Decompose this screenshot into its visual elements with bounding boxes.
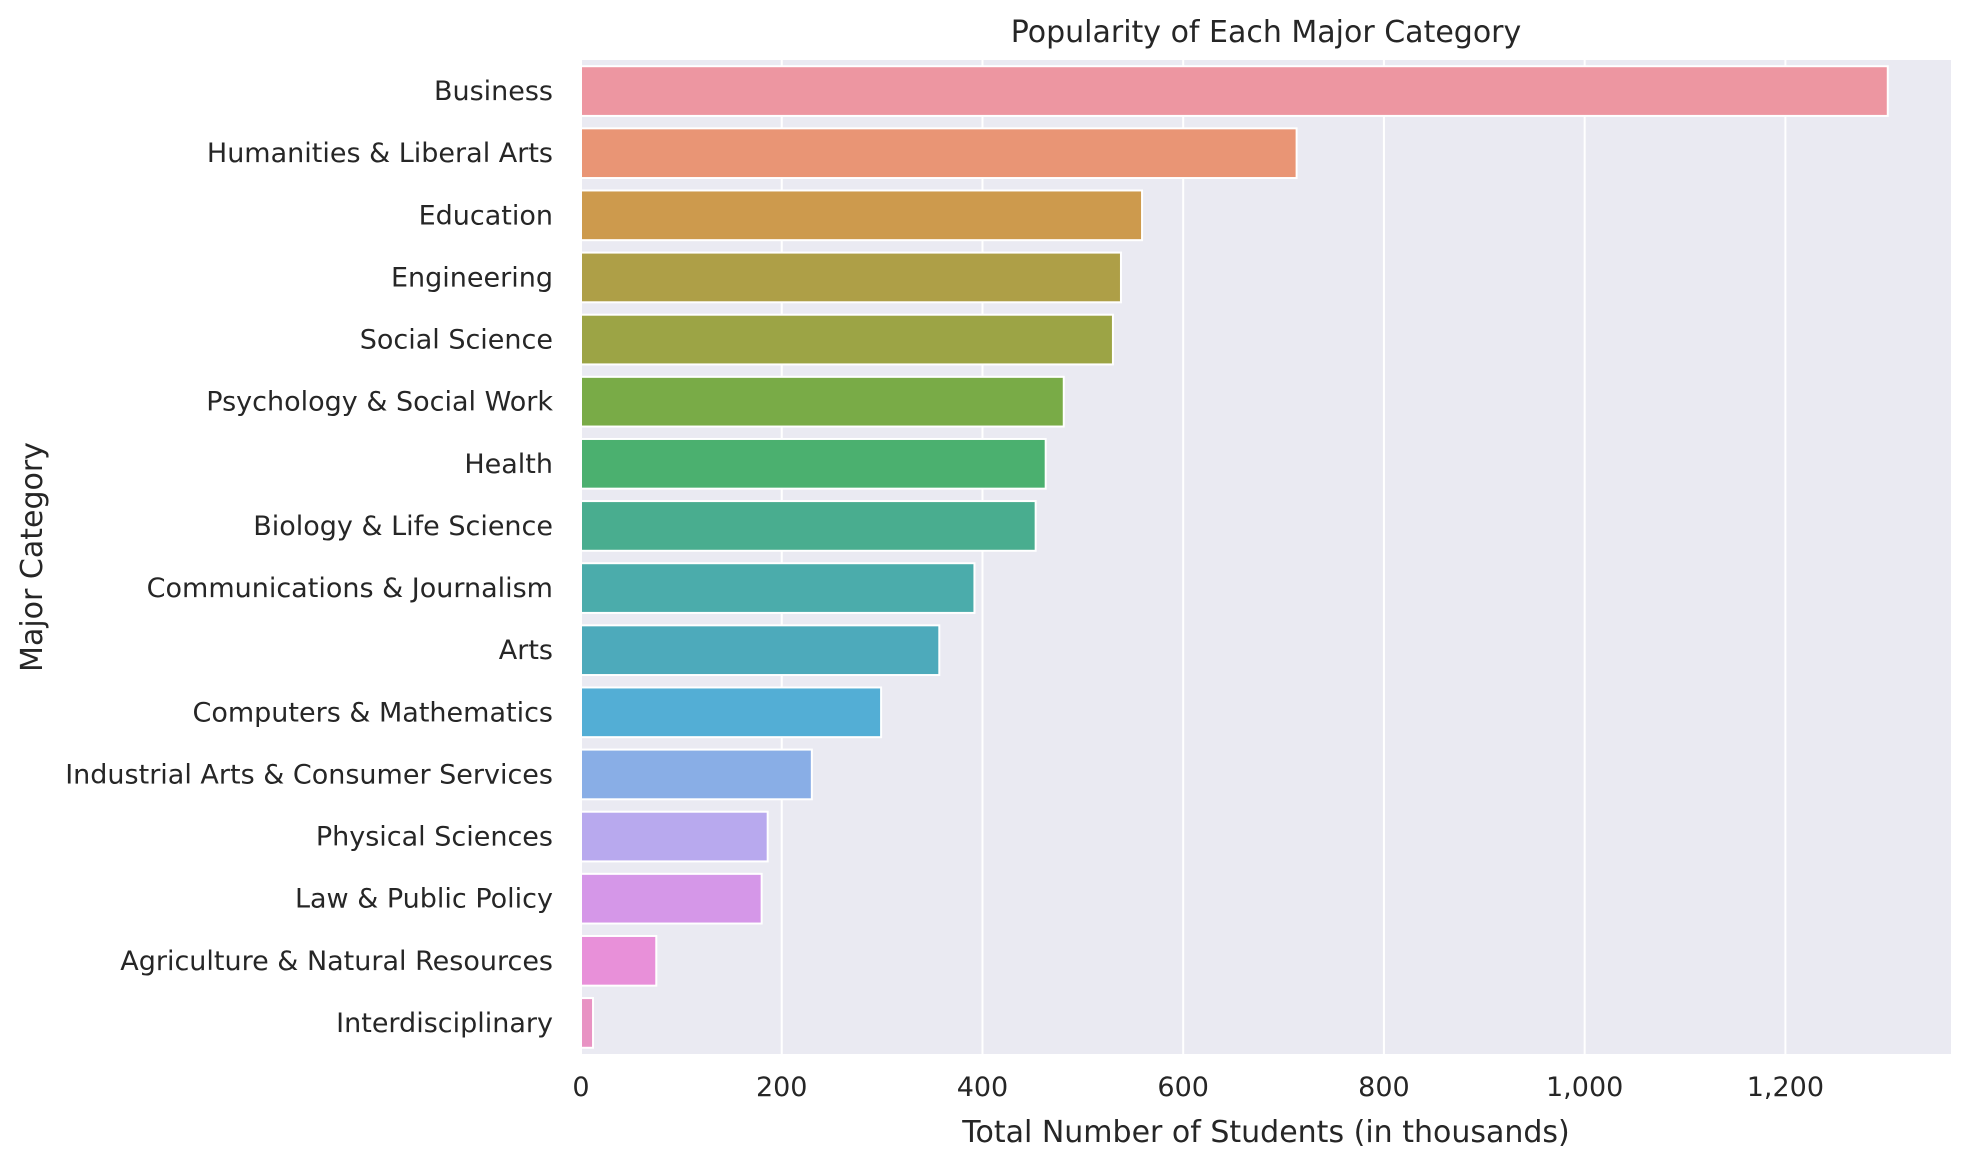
bar: [580, 810, 769, 863]
bars: [580, 65, 1889, 1049]
bar: [580, 934, 658, 987]
category-label: Psychology & Social Work: [206, 387, 553, 418]
category-label: Social Science: [360, 325, 553, 356]
category-label: Communications & Journalism: [147, 573, 553, 604]
category-label: Law & Public Policy: [295, 884, 553, 915]
category-label: Engineering: [391, 262, 553, 293]
bar: [580, 189, 1144, 242]
x-tick-label: 400: [957, 1072, 1009, 1103]
x-axis-title: Total Number of Students (in thousands): [961, 1115, 1570, 1150]
bar: [580, 686, 883, 739]
bar: [580, 500, 1037, 552]
category-label: Computers & Mathematics: [192, 697, 553, 728]
category-label: Education: [419, 200, 553, 231]
bar: [580, 624, 941, 677]
bar: [580, 997, 595, 1049]
category-label: Agriculture & Natural Resources: [120, 946, 553, 977]
x-tick-label: 600: [1157, 1072, 1209, 1103]
y-axis-title: Major Category: [15, 442, 50, 672]
x-tick-label: 1,000: [1546, 1072, 1623, 1103]
bar: [580, 562, 976, 614]
bar: [580, 872, 763, 925]
bar: [580, 65, 1889, 117]
bar: [580, 313, 1114, 366]
category-label: Business: [434, 76, 553, 107]
chart-title: Popularity of Each Major Category: [1011, 15, 1522, 50]
category-label: Humanities & Liberal Arts: [207, 138, 553, 169]
bar: [580, 127, 1298, 180]
x-tick-label: 1,200: [1747, 1072, 1824, 1103]
x-tick-label: 200: [756, 1072, 808, 1103]
x-tick-label: 800: [1358, 1072, 1410, 1103]
x-tick-labels: 0 200 400 600 800 1,000 1,200: [572, 1072, 1824, 1103]
category-label: Health: [464, 449, 553, 480]
category-label: Interdisciplinary: [336, 1008, 553, 1039]
category-label: Industrial Arts & Consumer Services: [65, 759, 553, 790]
category-label: Physical Sciences: [316, 822, 553, 853]
x-tick-label: 0: [572, 1072, 589, 1103]
bar: [580, 251, 1122, 304]
category-label: Arts: [499, 635, 553, 666]
bar: [580, 437, 1047, 490]
category-labels: Business Humanities & Liberal Arts Educati…: [65, 76, 553, 1039]
category-label: Biology & Life Science: [253, 511, 553, 542]
bar: [580, 748, 813, 801]
bar: [580, 375, 1065, 428]
